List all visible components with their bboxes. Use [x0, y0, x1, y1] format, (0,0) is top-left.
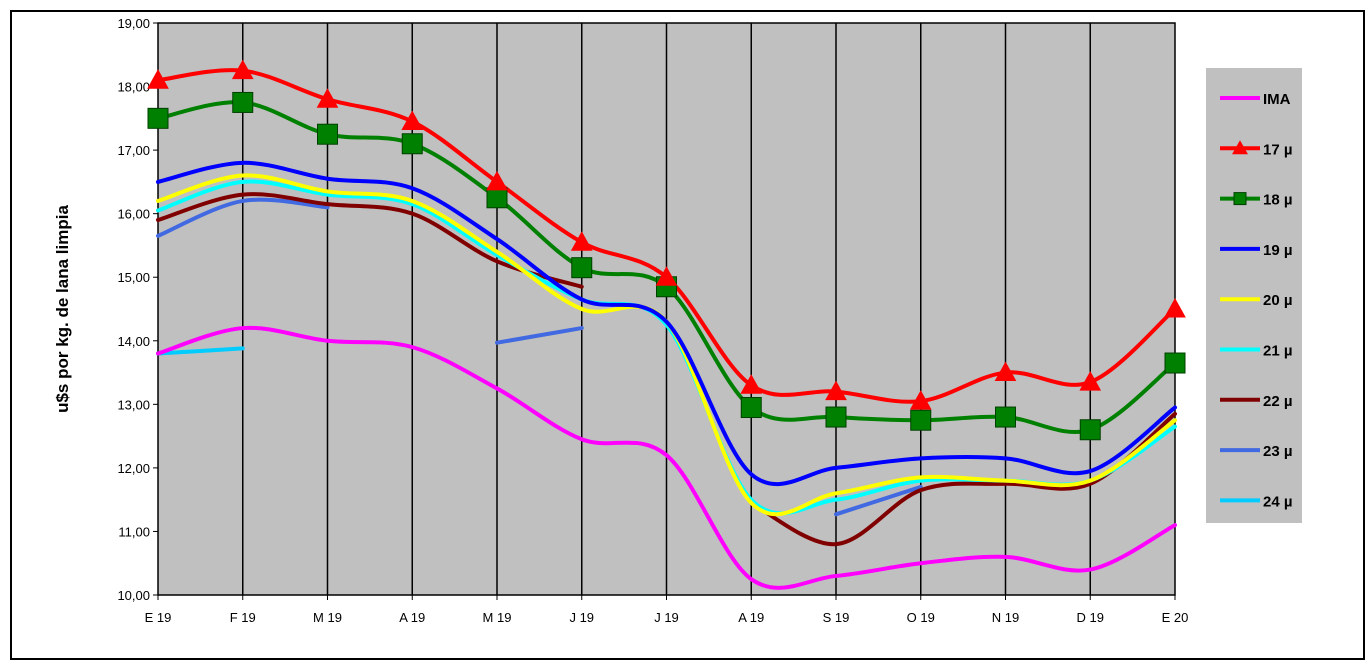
- data-point: [147, 107, 169, 129]
- x-tick-label: D 19: [1077, 610, 1104, 625]
- x-tick-label: A 19: [399, 610, 425, 625]
- data-point: [825, 380, 847, 401]
- data-point: [994, 361, 1017, 382]
- series-line: [156, 160, 1177, 487]
- x-tick-label: E 20: [1162, 610, 1189, 625]
- data-point: [486, 170, 508, 191]
- x-tick-label: J 19: [569, 610, 594, 625]
- data-point: [909, 390, 932, 410]
- series-line: [156, 325, 1177, 590]
- series-markers: [147, 59, 1186, 441]
- y-tick-label: 12,00: [117, 461, 150, 476]
- legend-label: 22 µ: [1263, 393, 1293, 410]
- legend-label: 17 µ: [1263, 141, 1293, 158]
- legend-label: 23 µ: [1263, 443, 1293, 460]
- x-tick-label: A 19: [738, 610, 764, 625]
- legend-marker: [1233, 192, 1247, 206]
- data-point: [401, 110, 424, 131]
- series-line: [834, 484, 923, 517]
- data-point: [740, 397, 762, 419]
- legend-marker: [1232, 140, 1248, 155]
- legend-label: 24 µ: [1263, 493, 1293, 510]
- price-line-chart: 10,00 11,00 12,00 13,00 14,00 15,00 16,00 17,00…: [53, 16, 1302, 625]
- y-axis-label: u$s por kg. de lana limpia: [53, 205, 72, 413]
- legend-label: 21 µ: [1263, 343, 1293, 360]
- data-point: [1079, 419, 1101, 441]
- legend-label: IMA: [1263, 91, 1291, 108]
- x-tick-label: O 19: [907, 610, 935, 625]
- data-point: [231, 59, 254, 80]
- y-tick-label: 14,00: [117, 334, 150, 349]
- x-tick-label: N 19: [992, 610, 1019, 625]
- data-point: [316, 88, 339, 108]
- y-tick-label: 10,00: [117, 588, 150, 603]
- data-point: [232, 91, 254, 113]
- x-tick-label: F 19: [230, 610, 256, 625]
- data-point: [401, 133, 423, 155]
- data-point: [995, 406, 1016, 428]
- x-tick-label: M 19: [313, 610, 342, 625]
- x-tick-label: M 19: [483, 610, 512, 625]
- data-point: [317, 123, 338, 145]
- y-tick-label: 15,00: [117, 270, 150, 285]
- series-line: [156, 192, 584, 289]
- data-point: [571, 257, 593, 279]
- series-line: [495, 326, 584, 345]
- y-tick-label: 16,00: [117, 207, 150, 222]
- legend: IMA 17 µ 18 µ 19 µ 20 µ 21 µ 22 µ 23 µ 24 µ: [1206, 68, 1302, 523]
- data-point: [825, 406, 847, 428]
- data-point: [910, 409, 932, 431]
- legend-label: 19 µ: [1263, 242, 1293, 259]
- x-tick-label: S 19: [823, 610, 850, 625]
- legend-label: 18 µ: [1263, 192, 1293, 209]
- data-point: [570, 231, 593, 251]
- y-tick-label: 17,00: [117, 143, 150, 158]
- y-tick-label: 13,00: [117, 397, 150, 412]
- x-tick-label: J 19: [654, 610, 679, 625]
- y-tick-label: 18,00: [117, 80, 150, 95]
- y-tick-label: 11,00: [118, 524, 150, 539]
- data-point: [486, 187, 508, 209]
- data-point: [1164, 297, 1186, 318]
- data-point: [147, 69, 169, 89]
- data-point: [1079, 371, 1102, 391]
- x-axis-ticks: E 19 F 19 M 19 A 19 M 19 J 19 J 19 A 19 S 19 O 19…: [145, 595, 1189, 625]
- y-tick-label: 19,00: [117, 16, 150, 31]
- legend-box: [1206, 68, 1302, 523]
- y-axis-ticks: 10,00 11,00 12,00 13,00 14,00 15,00 16,00 17,00…: [117, 16, 158, 603]
- data-point: [655, 266, 678, 286]
- data-point: [1164, 352, 1186, 374]
- legend-label: 20 µ: [1263, 292, 1293, 309]
- x-tick-label: E 19: [145, 610, 172, 625]
- series-line: [156, 197, 330, 238]
- data-point: [740, 374, 763, 394]
